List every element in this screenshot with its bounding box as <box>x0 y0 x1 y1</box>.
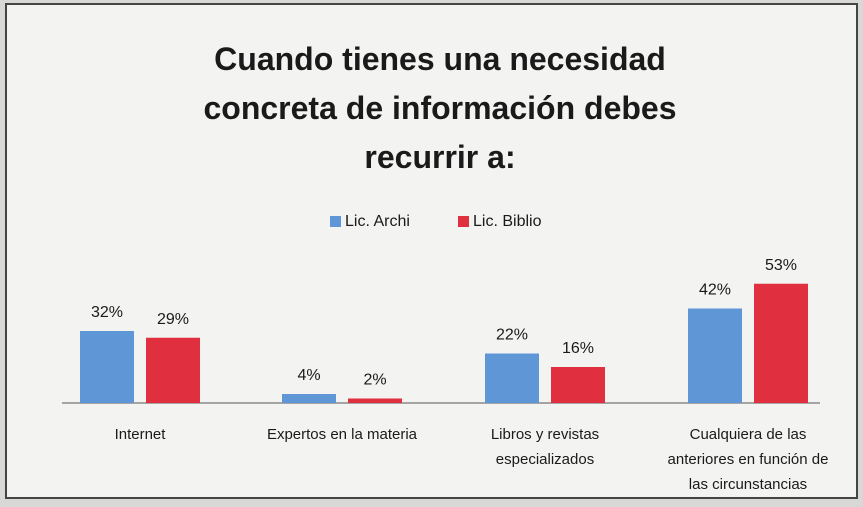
text-line: Internet <box>115 426 167 443</box>
x-tick-label: Internet <box>115 426 167 443</box>
text-line: Cualquiera de las <box>690 426 807 443</box>
value-label: 29% <box>157 311 189 328</box>
value-label: 42% <box>699 282 731 299</box>
bar <box>348 398 402 403</box>
text-line: especializados <box>496 451 594 468</box>
bar <box>282 394 336 403</box>
bar <box>80 331 134 403</box>
chart-frame <box>5 3 858 499</box>
x-tick-label: Libros y revistas especializados <box>491 426 599 468</box>
text-line: recurrir a: <box>364 139 515 175</box>
x-tick-label: Cualquiera de las anteriores en función d… <box>668 426 829 493</box>
value-label: 16% <box>562 340 594 357</box>
legend-swatch <box>458 216 469 227</box>
chart-title: Cuando tienes una necesidad concreta de i… <box>203 41 676 175</box>
bar <box>146 337 200 403</box>
text-line: las circunstancias <box>689 476 807 493</box>
value-label: 53% <box>765 257 797 274</box>
text-line: Libros y revistas <box>491 426 599 443</box>
legend-label: Lic. Biblio <box>473 213 542 230</box>
text-line: Expertos en la materia <box>267 426 418 443</box>
bar <box>754 283 808 403</box>
bar <box>551 367 605 403</box>
legend-swatch <box>330 216 341 227</box>
bar <box>688 308 742 403</box>
text-line: concreta de información debes <box>203 90 676 126</box>
legend-label: Lic. Archi <box>345 213 410 230</box>
bar <box>485 353 539 403</box>
text-line: anteriores en función de <box>668 451 829 468</box>
value-label: 4% <box>297 367 320 384</box>
value-label: 2% <box>363 372 386 389</box>
x-tick-label: Expertos en la materia <box>267 426 418 443</box>
text-line: Cuando tienes una necesidad <box>214 41 666 77</box>
value-label: 22% <box>496 327 528 344</box>
value-label: 32% <box>91 304 123 321</box>
